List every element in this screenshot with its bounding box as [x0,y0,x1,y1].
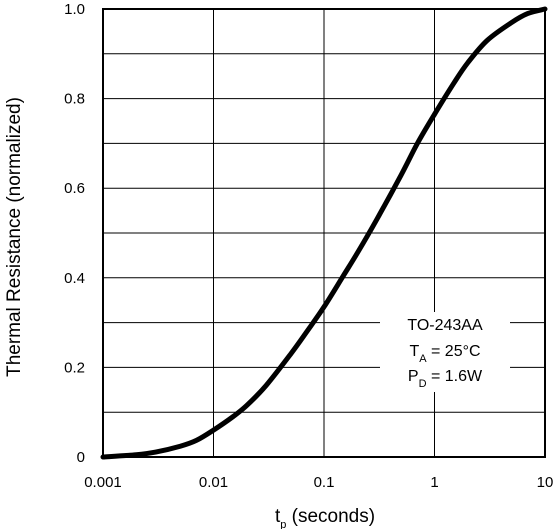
x-tick-labels: 0.001 0.01 0.1 1 10 [84,474,553,491]
x-tick-label: 0.01 [199,474,228,491]
y-tick-label: 0.2 [64,359,85,376]
y-tick-label: 0 [77,449,85,466]
annotation-package: TO-243AA [407,317,483,334]
x-axis-label: tp (seconds) [275,506,375,529]
y-tick-label: 0.4 [64,270,85,287]
y-axis-label: Thermal Resistance (normalized) [4,97,25,377]
x-tick-label: 10 [537,474,554,491]
plot-frame [102,8,546,458]
x-tick-label: 1 [430,474,438,491]
y-tick-label: 1.0 [64,1,85,18]
series-line [100,6,548,460]
annotation-ambient-temp: TA = 25°C [409,343,480,365]
annotation-box [380,312,510,392]
y-tick-labels: 0 0.2 0.4 0.6 0.8 1.0 [64,1,85,466]
y-tick-label: 0.6 [64,180,85,197]
x-tick-label: 0.001 [84,474,122,491]
y-tick-label: 0.8 [64,91,85,108]
annotation-power: PD = 1.6W [408,368,483,390]
x-tick-label: 0.1 [314,474,335,491]
